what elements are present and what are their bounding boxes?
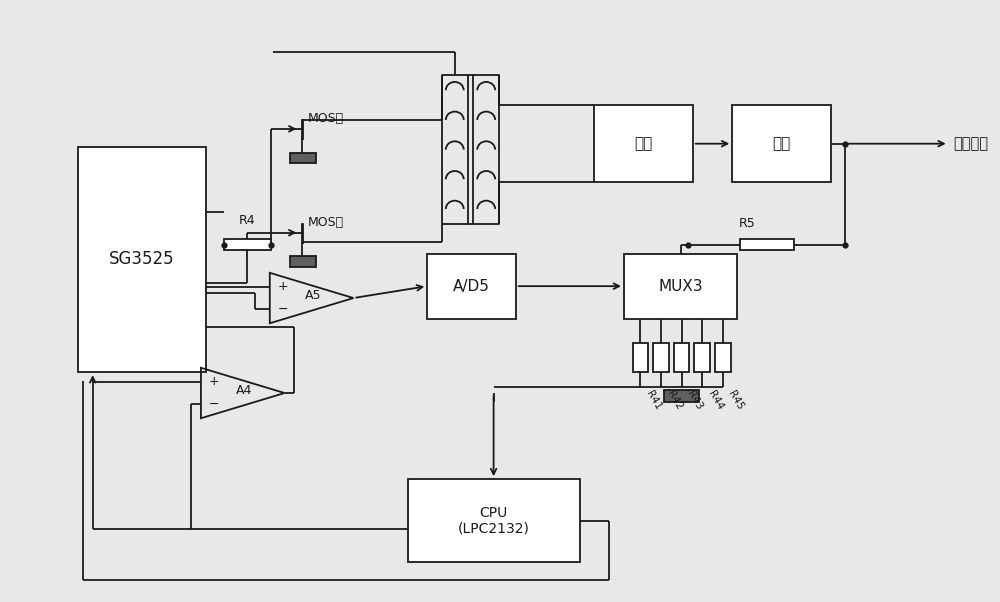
Text: R4: R4 (239, 214, 255, 227)
Text: 整流: 整流 (635, 136, 653, 151)
FancyBboxPatch shape (664, 390, 699, 402)
Text: A4: A4 (236, 383, 253, 397)
Text: R43: R43 (685, 389, 704, 412)
FancyBboxPatch shape (78, 147, 206, 372)
Text: SG3525: SG3525 (109, 250, 175, 268)
FancyBboxPatch shape (290, 256, 316, 267)
Text: A/D5: A/D5 (453, 279, 490, 294)
FancyBboxPatch shape (715, 343, 731, 372)
FancyBboxPatch shape (633, 343, 648, 372)
Text: 高压输出: 高压输出 (954, 136, 989, 151)
Text: CPU
(LPC2132): CPU (LPC2132) (458, 506, 530, 536)
FancyBboxPatch shape (740, 239, 794, 250)
FancyBboxPatch shape (427, 253, 516, 319)
Text: R42: R42 (665, 389, 684, 412)
Text: +: + (278, 281, 288, 293)
Text: −: − (278, 303, 288, 315)
Text: MOS管: MOS管 (308, 216, 344, 229)
Text: R5: R5 (739, 217, 755, 230)
FancyBboxPatch shape (653, 343, 669, 372)
Text: R45: R45 (727, 389, 745, 412)
Text: +: + (209, 376, 219, 388)
FancyBboxPatch shape (408, 479, 580, 562)
Text: 滤波: 滤波 (772, 136, 790, 151)
Text: MUX3: MUX3 (658, 279, 703, 294)
FancyBboxPatch shape (290, 152, 316, 163)
Text: R41: R41 (644, 389, 663, 412)
Text: −: − (209, 397, 219, 411)
FancyBboxPatch shape (224, 239, 271, 250)
FancyBboxPatch shape (694, 343, 710, 372)
Text: R44: R44 (706, 389, 725, 412)
Text: MOS管: MOS管 (308, 113, 344, 125)
FancyBboxPatch shape (624, 253, 737, 319)
Text: A5: A5 (305, 288, 322, 302)
FancyBboxPatch shape (732, 105, 831, 182)
FancyBboxPatch shape (674, 343, 689, 372)
FancyBboxPatch shape (594, 105, 693, 182)
